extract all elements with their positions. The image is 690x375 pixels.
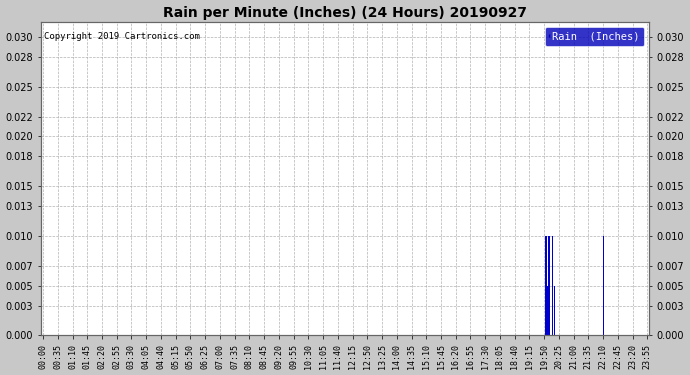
Title: Rain per Minute (Inches) (24 Hours) 20190927: Rain per Minute (Inches) (24 Hours) 2019…: [163, 6, 527, 20]
Legend: Rain  (Inches): Rain (Inches): [545, 27, 644, 46]
Text: Copyright 2019 Cartronics.com: Copyright 2019 Cartronics.com: [44, 32, 200, 40]
